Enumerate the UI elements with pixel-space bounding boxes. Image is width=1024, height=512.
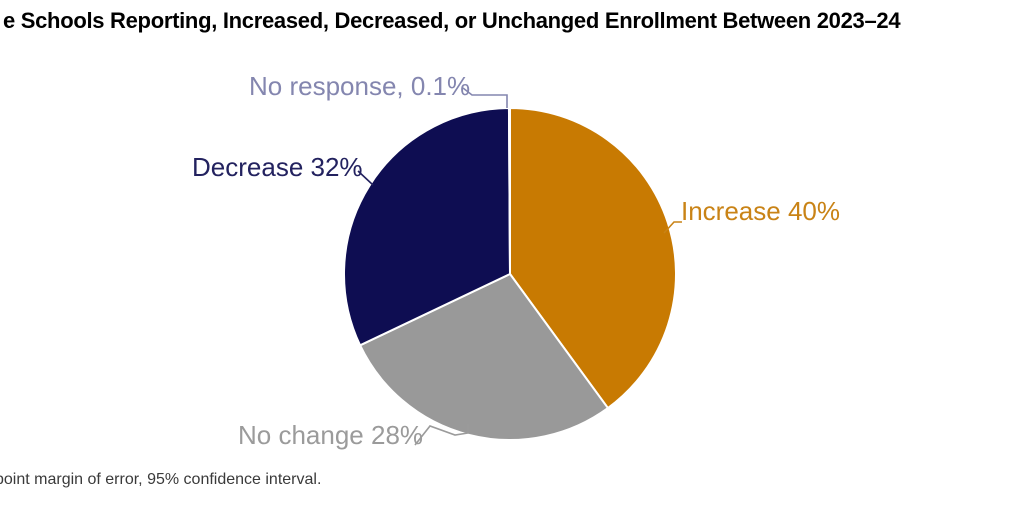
pie-slice-no-response [507,106,511,275]
pie-slice-decrease [342,106,512,347]
pie-slice-increase [509,106,677,410]
chart-title: e Schools Reporting, Increased, Decrease… [3,8,901,33]
slice-label-no-change: No change 28% [238,420,424,450]
slice-label-increase: Increase 40% [681,196,840,226]
leader-line-increase [663,221,682,234]
leader-line-no-response [462,87,508,108]
leader-line-no-change [414,424,469,446]
pie-slice-no-change [358,272,610,441]
leader-line-decrease [357,170,374,186]
pie-slices [342,106,677,441]
slice-label-no-response: No response, 0.1% [249,71,471,101]
footnote: point margin of error, 95% confidence in… [0,471,322,488]
slice-label-decrease: Decrease 32% [192,152,363,182]
